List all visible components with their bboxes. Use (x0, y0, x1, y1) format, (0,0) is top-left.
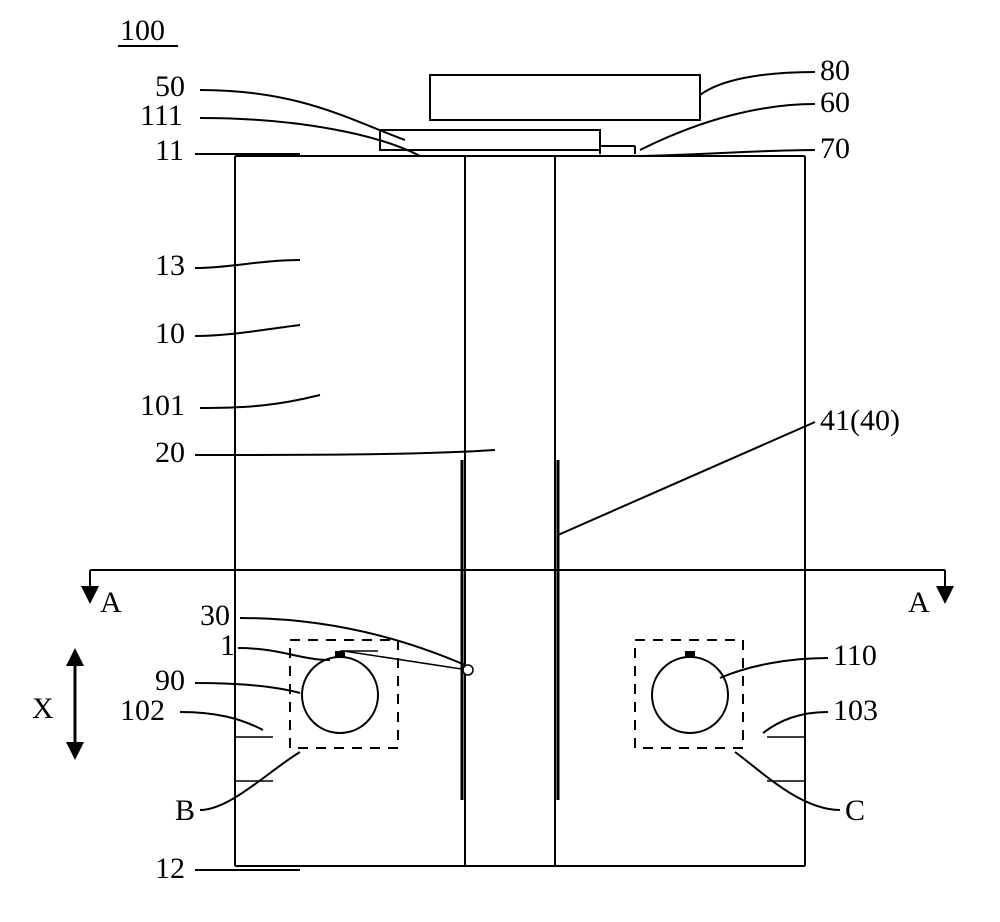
ref-30: 30 (200, 599, 230, 632)
ref-80: 80 (820, 54, 850, 87)
axis-label-x: X (32, 692, 54, 725)
ref-70: 70 (820, 132, 850, 165)
figure-number: 100 (120, 14, 165, 47)
ref-103: 103 (833, 694, 878, 727)
diagram-svg: 100501111113101012030190102B1280607041(4… (0, 0, 1000, 922)
ref-111: 111 (140, 99, 183, 132)
ref-90: 90 (155, 664, 185, 697)
ref-110: 110 (833, 639, 877, 672)
ref-13: 13 (155, 249, 185, 282)
ref-11: 11 (155, 134, 184, 167)
ref-1: 1 (220, 629, 235, 662)
section-AL: A (100, 586, 122, 619)
ref-41: 41(40) (820, 404, 900, 437)
ref-101: 101 (140, 389, 185, 422)
ref-102: 102 (120, 694, 165, 727)
pivot-joint (463, 665, 473, 675)
ref-B: B (175, 794, 195, 827)
ref-12: 12 (155, 852, 185, 885)
ref-20: 20 (155, 436, 185, 469)
roller-right (652, 657, 728, 733)
ref-60: 60 (820, 86, 850, 119)
ref-C: C (845, 794, 865, 827)
roller-left (302, 657, 378, 733)
section-AR: A (908, 586, 930, 619)
ref-10: 10 (155, 317, 185, 350)
